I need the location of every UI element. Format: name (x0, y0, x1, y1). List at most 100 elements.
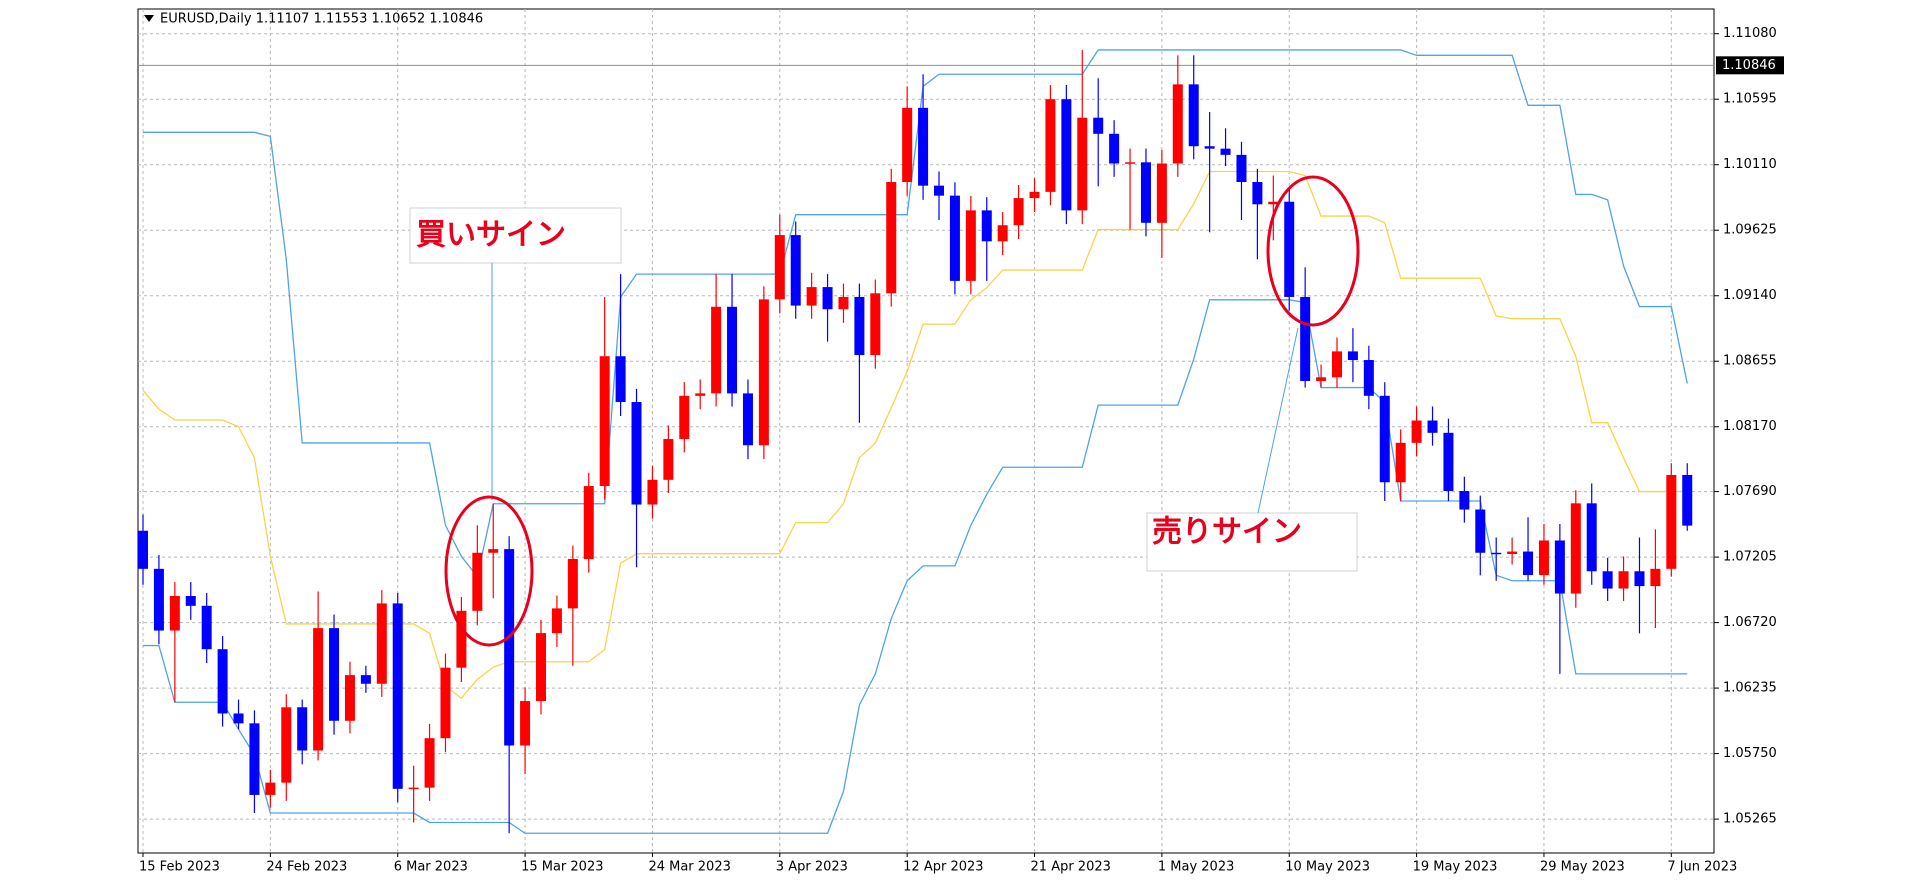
x-tick-label: 15 Feb 2023 (139, 860, 220, 875)
candle-body (790, 235, 801, 306)
candle-body (1332, 351, 1342, 378)
candle-body (360, 675, 371, 684)
candle-body (1491, 552, 1502, 555)
candle-body (1523, 551, 1534, 576)
candle-body (822, 287, 833, 310)
candle-body (265, 782, 276, 795)
candle-body (1188, 84, 1199, 147)
candle-body (965, 210, 976, 281)
y-tick-label: 1.06720 (1723, 615, 1777, 630)
candle-body (1236, 154, 1247, 183)
annotation-box (1146, 512, 1358, 572)
candle-body (169, 595, 180, 631)
candle-body (774, 235, 785, 300)
candle-body (727, 306, 738, 394)
y-tick-label: 1.08655 (1723, 354, 1777, 369)
candle-body (1538, 540, 1549, 576)
candle-body (806, 287, 817, 306)
x-tick-label: 12 Apr 2023 (903, 860, 983, 875)
y-tick-label: 1.05750 (1723, 746, 1777, 761)
candle-body (281, 707, 292, 783)
candle-body (1029, 191, 1040, 199)
candle-body (1172, 84, 1183, 164)
candle-body (647, 479, 658, 505)
candle-body (583, 486, 594, 559)
candle-body (902, 107, 913, 183)
x-tick-label: 6 Mar 2023 (394, 860, 468, 875)
candle-body (1554, 540, 1565, 594)
candle-body (551, 608, 562, 634)
x-tick-label: 21 Apr 2023 (1031, 860, 1111, 875)
candle-body (1475, 509, 1486, 553)
candle-body (424, 738, 435, 788)
candle-body (1650, 568, 1661, 587)
y-tick-label: 1.07205 (1723, 550, 1777, 565)
candle-body (918, 107, 929, 186)
candle-body (297, 707, 308, 751)
candle-body (1268, 201, 1279, 205)
candle-body (392, 603, 403, 789)
candle-body (1634, 571, 1645, 587)
candle-body (233, 713, 244, 724)
candle-body (1156, 163, 1167, 223)
candle-body (1093, 117, 1104, 134)
y-tick-label: 1.11080 (1723, 26, 1777, 41)
y-tick-label: 1.06235 (1723, 681, 1777, 696)
annotation-box (409, 207, 622, 264)
candle-body (1602, 571, 1613, 589)
candle-body (870, 293, 881, 356)
candle-body (1586, 503, 1597, 572)
x-tick-label: 19 May 2023 (1413, 860, 1498, 875)
candle-body (329, 628, 340, 721)
candle-body (949, 195, 960, 281)
candle-body (1316, 377, 1327, 381)
x-tick-label: 3 Apr 2023 (776, 860, 848, 875)
candle-body (1013, 198, 1024, 226)
indicator-line (143, 299, 1688, 834)
candle-body (153, 568, 164, 631)
candle-body (138, 530, 148, 569)
annotation-leader (1257, 327, 1299, 514)
candle-body (854, 296, 865, 356)
candle-body (1300, 296, 1311, 381)
x-tick-label: 24 Mar 2023 (648, 860, 730, 875)
candle-body (1220, 148, 1231, 155)
candle-body (711, 306, 722, 394)
y-tick-label: 1.09140 (1723, 288, 1777, 303)
candle-body (1252, 182, 1263, 205)
annotation-text: 売りサイン (1152, 515, 1302, 550)
annotation-text: 買いサイン (416, 218, 566, 253)
y-tick-label: 1.09625 (1723, 223, 1777, 238)
candle-body (742, 393, 753, 446)
x-tick-label: 1 May 2023 (1158, 860, 1235, 875)
candle-body (1045, 99, 1056, 192)
candle-body (679, 395, 690, 440)
candle-body (567, 558, 578, 609)
y-tick-label: 1.05265 (1723, 812, 1777, 827)
candle-body (456, 610, 467, 668)
candle-body (185, 595, 196, 606)
chart-title: EURUSD,Daily 1.11107 1.11553 1.10652 1.1… (160, 12, 483, 27)
candle-body (440, 667, 451, 739)
candle-body (536, 633, 546, 702)
sell-annotation: 売りサイン (1146, 175, 1360, 572)
price-label-box (1716, 56, 1784, 75)
candle-body (1666, 474, 1677, 569)
candle-body (1125, 162, 1136, 164)
candle-body (838, 296, 849, 310)
candle-body (1379, 395, 1390, 483)
candle-body (663, 439, 674, 480)
dropdown-triangle (144, 15, 154, 22)
axes: 1.11080 1.10595 1.10110 1.09625 1.09140 1.086… (139, 26, 1784, 875)
candle-body (201, 605, 212, 650)
candles (138, 49, 1693, 834)
candle-body (1395, 442, 1406, 483)
candle-body (376, 603, 387, 684)
candle-body (520, 701, 531, 746)
price-label: 1.10846 (1722, 58, 1776, 73)
y-tick-label: 1.08170 (1723, 419, 1777, 434)
candle-body (217, 649, 228, 714)
x-tick-label: 29 May 2023 (1540, 860, 1625, 875)
candle-body (631, 402, 642, 505)
candle-body (1363, 360, 1374, 396)
